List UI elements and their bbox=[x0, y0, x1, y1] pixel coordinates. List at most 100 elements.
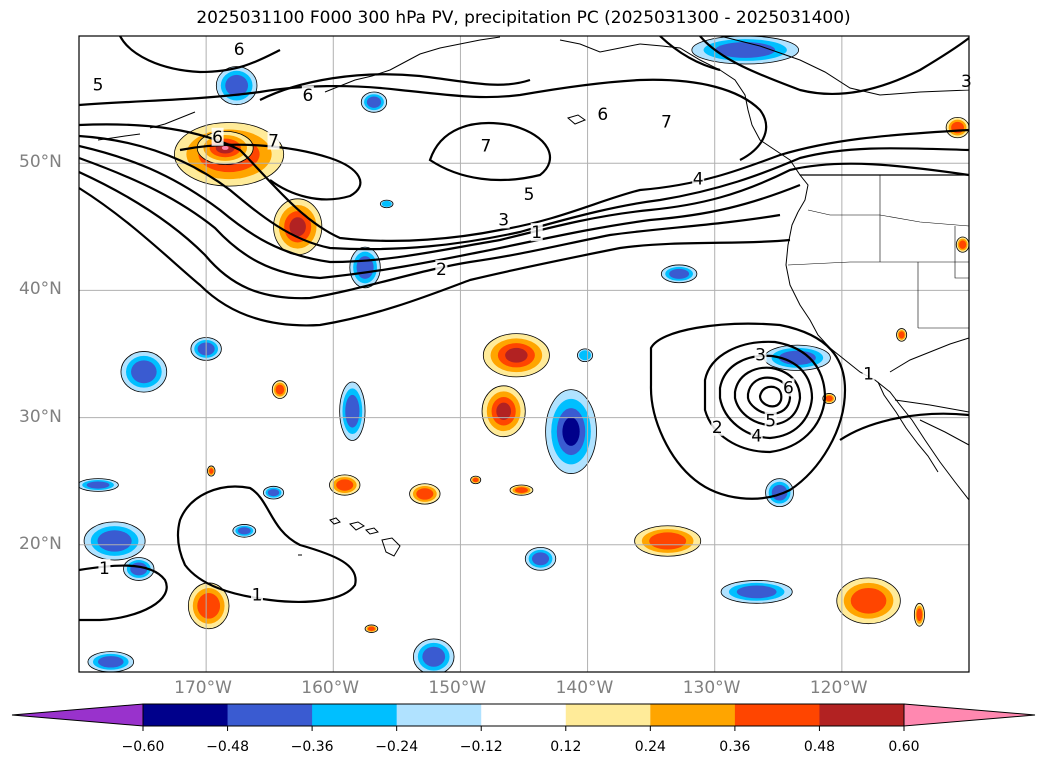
precip-area bbox=[207, 465, 216, 477]
precip-area bbox=[271, 380, 288, 399]
contour-label: 2 bbox=[436, 260, 447, 280]
precip-area bbox=[409, 483, 441, 505]
colorbar-tick-label: −0.48 bbox=[206, 739, 249, 755]
precip-area bbox=[379, 199, 394, 209]
contour-label-bg bbox=[596, 104, 609, 123]
contour-label: 1 bbox=[531, 223, 542, 243]
precip-area bbox=[87, 651, 135, 672]
contour-label-bg bbox=[267, 131, 280, 150]
contour-label: 1 bbox=[99, 559, 110, 579]
lon-tick-label: 170°W bbox=[174, 678, 232, 698]
colorbar-tick-label: 0.36 bbox=[719, 739, 750, 755]
contour-label: 5 bbox=[93, 76, 104, 96]
contour-label-bg bbox=[479, 136, 492, 155]
contour-label: 6 bbox=[212, 128, 223, 148]
precip-area bbox=[187, 582, 230, 630]
lon-tick-label: 140°W bbox=[555, 678, 614, 698]
contour-label: 3 bbox=[498, 210, 509, 230]
contour-label: 5 bbox=[765, 411, 776, 431]
contour-label-bg bbox=[530, 223, 543, 242]
contour-label: 1 bbox=[252, 586, 263, 606]
precip-area bbox=[545, 389, 597, 474]
contour-label: 7 bbox=[268, 132, 279, 152]
contour-label-bg bbox=[862, 364, 875, 383]
contour-label-bg bbox=[497, 210, 510, 229]
contour-label: 3 bbox=[755, 345, 766, 365]
contour-label: 1 bbox=[863, 364, 874, 384]
colorbar-tick-label: −0.24 bbox=[375, 739, 418, 755]
contour-label: 6 bbox=[597, 105, 608, 125]
pv-contours bbox=[79, 36, 969, 622]
colorbar-tick-label: 0.24 bbox=[635, 739, 666, 755]
precip-area bbox=[576, 348, 594, 363]
colorbar-segment bbox=[143, 704, 229, 726]
colorbar-tick-label: −0.12 bbox=[460, 739, 503, 755]
map-frame bbox=[78, 35, 970, 673]
lat-tick-label: 40°N bbox=[19, 279, 62, 300]
precip-area bbox=[913, 602, 925, 627]
colorbar-segment bbox=[312, 704, 398, 726]
precip-area bbox=[896, 328, 908, 342]
precip-area bbox=[83, 521, 146, 561]
contour-label: 5 bbox=[524, 185, 535, 205]
precipitation-layer bbox=[79, 36, 969, 672]
precip-area bbox=[232, 524, 257, 538]
colorbar-segment bbox=[396, 704, 482, 726]
contour-label-bg bbox=[750, 426, 763, 445]
colorbar: −0.60 −0.48 −0.36 −0.24 −0.12 0.12 0.24 0.36 0.4… bbox=[11, 703, 1036, 755]
precip-area bbox=[339, 381, 366, 441]
colorbar-segment bbox=[481, 704, 567, 726]
precip-area bbox=[945, 117, 969, 139]
coastlines bbox=[97, 36, 969, 557]
colorbar-segment bbox=[734, 704, 820, 726]
precip-area bbox=[634, 525, 702, 557]
precip-area bbox=[660, 264, 698, 284]
precip-area bbox=[720, 580, 793, 604]
precip-area bbox=[215, 66, 258, 106]
contour-label-bg bbox=[660, 112, 673, 131]
contour-label-bg bbox=[92, 75, 105, 94]
precip-area bbox=[691, 36, 800, 65]
precip-area bbox=[262, 485, 285, 500]
precip-area bbox=[822, 393, 836, 405]
colorbar-segment bbox=[650, 704, 736, 726]
precip-area bbox=[349, 246, 381, 289]
precip-area bbox=[482, 333, 550, 378]
lat-tick-label: 20°N bbox=[19, 533, 62, 554]
precip-area bbox=[524, 546, 557, 571]
contour-label-bg bbox=[711, 417, 724, 436]
precip-area bbox=[955, 236, 969, 253]
contour-label-bg bbox=[211, 127, 224, 146]
precip-area bbox=[79, 478, 119, 492]
contour-label: 7 bbox=[480, 137, 491, 157]
contour-label: 7 bbox=[661, 112, 672, 132]
contour-label: 6 bbox=[234, 40, 245, 60]
contour-label-bg bbox=[251, 585, 263, 604]
contour-label: 6 bbox=[302, 86, 313, 106]
colorbar-frame bbox=[142, 703, 905, 727]
contour-label-bg bbox=[435, 260, 448, 279]
colorbar-segment bbox=[565, 704, 651, 726]
precip-area bbox=[364, 624, 379, 633]
precip-area bbox=[481, 385, 526, 438]
contour-label-bg bbox=[782, 378, 795, 397]
contour-label-bg bbox=[692, 169, 705, 188]
lon-tick-label: 150°W bbox=[428, 678, 487, 698]
precip-area bbox=[120, 351, 168, 393]
colorbar-tick-label: −0.60 bbox=[122, 739, 165, 755]
contour-label-bg bbox=[764, 411, 777, 430]
colorbar-extend-high bbox=[903, 703, 1036, 727]
contour-label: 2 bbox=[712, 418, 723, 438]
contour-label: 6 bbox=[783, 378, 794, 398]
precip-area bbox=[509, 484, 534, 496]
contour-label: 4 bbox=[693, 170, 704, 190]
precip-area bbox=[470, 475, 482, 485]
colorbar-tick-label: −0.36 bbox=[291, 739, 334, 755]
lon-tick-label: 160°W bbox=[301, 678, 360, 698]
colorbar-extend-low bbox=[11, 703, 144, 727]
precip-area bbox=[360, 91, 388, 113]
precip-area bbox=[412, 638, 455, 672]
contour-label-bg bbox=[301, 85, 314, 104]
